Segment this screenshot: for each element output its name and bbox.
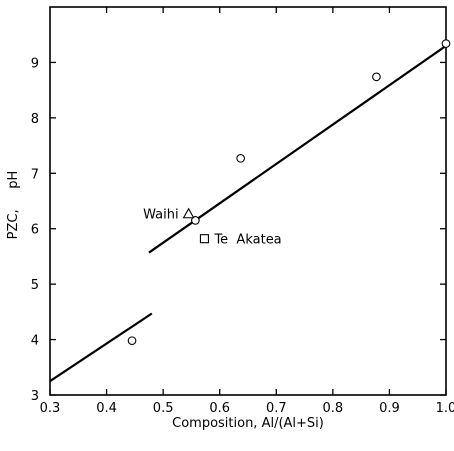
- x-tick-label: 0.8: [323, 401, 344, 416]
- x-axis-title: Composition, Al/(Al+Si): [172, 416, 324, 431]
- y-tick-label: 4: [31, 334, 39, 349]
- x-tick-label: 0.4: [96, 401, 117, 416]
- sample-annotations: Waihi Te Akatea: [143, 207, 282, 248]
- triangle-marker: [182, 207, 195, 219]
- waihi-label: Waihi: [143, 208, 178, 223]
- y-tick-label: 8: [31, 112, 39, 127]
- y-tick-label: 3: [31, 389, 39, 404]
- data-point: [127, 336, 137, 346]
- y-axis-ticks: 3 4 5 6 7 8 9: [31, 56, 446, 404]
- square-marker: [199, 234, 209, 244]
- y-tick-label: 9: [31, 56, 39, 71]
- fit-lines: [49, 44, 447, 383]
- te-akatea-label: Te Akatea: [213, 233, 281, 248]
- data-point: [441, 39, 451, 48]
- data-point: [236, 153, 245, 163]
- x-tick-label: 1.0: [436, 401, 454, 416]
- y-tick-label: 7: [31, 167, 39, 182]
- x-tick-label: 0.3: [40, 401, 61, 416]
- fit-line: [49, 312, 153, 383]
- data-points: [127, 39, 451, 346]
- data-point: [372, 72, 381, 82]
- plot-frame: [49, 6, 447, 396]
- x-tick-label: 0.9: [379, 401, 400, 416]
- x-axis-ticks: 0.3 0.4 0.5 0.6 0.7 0.8 0.9 1.0: [40, 7, 454, 416]
- y-tick-label: 5: [31, 278, 39, 293]
- y-tick-label: 6: [31, 223, 39, 238]
- data-point: [191, 216, 200, 225]
- x-tick-label: 0.5: [153, 401, 174, 416]
- x-tick-label: 0.6: [209, 401, 230, 416]
- y-axis-title: PZC, pH: [6, 171, 21, 240]
- x-tick-label: 0.7: [266, 401, 287, 416]
